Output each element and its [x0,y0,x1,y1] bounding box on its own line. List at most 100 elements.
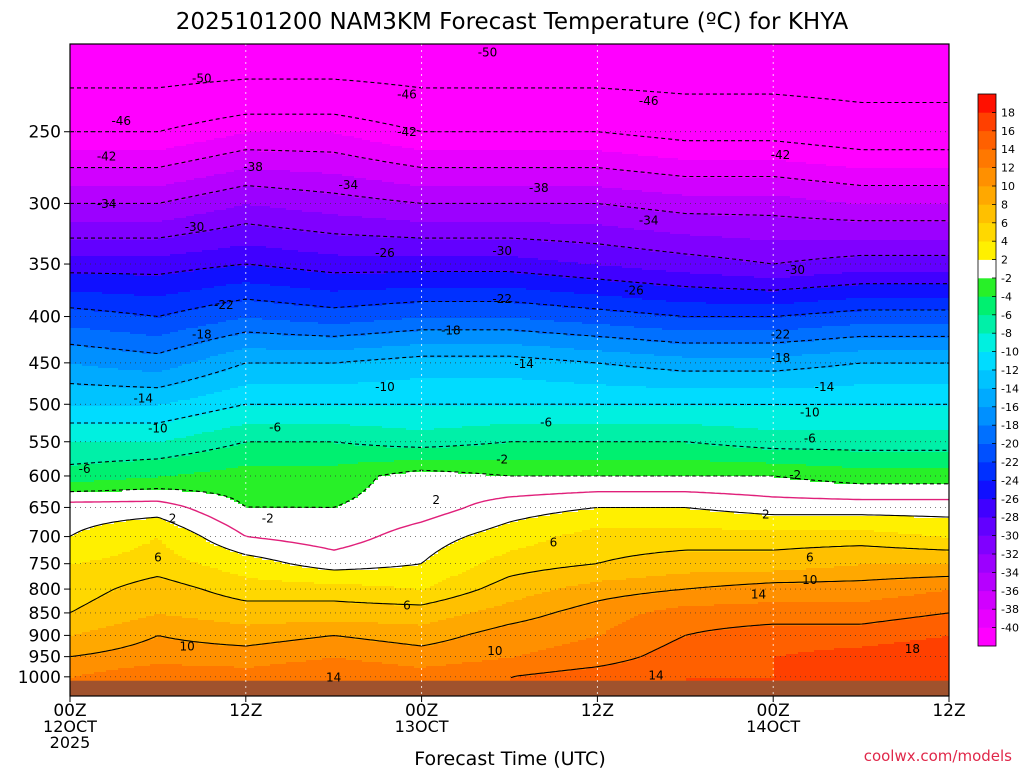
field-cell [674,44,679,161]
field-cell [746,530,751,555]
field-cell [522,318,527,335]
field-cell [378,256,383,277]
field-cell [422,288,427,305]
field-cell [94,560,99,603]
field-cell [514,304,519,321]
field-cell [146,168,151,189]
field-cell [286,406,291,427]
field-cell [302,364,307,387]
field-cell [702,632,707,681]
field-cell [162,614,167,641]
field-column [698,44,703,683]
field-cell [158,168,163,189]
field-cell [118,314,123,335]
field-column [638,44,643,683]
field-cell [226,304,231,323]
field-cell [350,44,355,139]
field-cell [130,520,135,553]
field-cell [586,476,591,513]
field-cell [214,156,219,177]
field-cell [74,292,79,313]
field-cell [330,424,335,445]
field-cell [550,204,555,227]
field-cell [654,576,659,597]
field-cell [410,378,415,409]
field-cell [370,642,375,665]
field-cell [714,178,719,199]
field-column [534,44,539,683]
field-cell [762,388,767,409]
field-cell [378,142,383,165]
field-cell [602,44,607,155]
field-cell [514,378,519,409]
field-cell [286,384,291,409]
field-cell [354,584,359,607]
field-cell [298,622,303,643]
field-cell [726,216,731,241]
field-cell [402,448,407,463]
field-cell [406,406,411,433]
field-cell [390,332,395,349]
field-cell [398,448,403,463]
field-cell [194,160,199,181]
field-cell [622,386,627,409]
field-cell [550,320,555,337]
field-cell [694,318,699,333]
field-cell [690,572,695,593]
field-cell [330,132,335,157]
field-cell [78,256,83,277]
field-cell [550,348,555,363]
field-cell [606,386,611,409]
field-cell [446,204,451,225]
field-cell [282,602,287,627]
field-cell [578,322,583,339]
field-cell [462,330,467,347]
field-cell [646,156,651,177]
field-cell [674,372,679,391]
field-cell [338,324,343,339]
field-cell [166,166,171,187]
field-cell [638,556,643,581]
field-cell [482,150,487,171]
field-cell [186,216,191,237]
field-cell [286,350,291,367]
field-cell [566,382,571,409]
field-cell [546,186,551,207]
field-cell [418,330,423,347]
field-cell [302,152,307,175]
field-cell [82,424,87,445]
field-cell [122,424,127,445]
field-cell [630,406,635,427]
field-cell [422,562,427,593]
field-cell [510,150,515,171]
field-cell [314,44,319,135]
field-cell [514,274,519,291]
field-cell [682,358,687,375]
field-cell [474,44,479,153]
field-cell [526,518,531,549]
field-cell [306,132,311,155]
field-cell [458,272,463,291]
field-cell [550,442,555,463]
field-cell [274,286,279,307]
field-cell [422,318,427,333]
field-cell [286,286,291,307]
field-cell [174,332,179,353]
field-cell [202,414,207,435]
field-cell [718,274,723,293]
field-cell [690,476,695,513]
field-cell [246,266,251,285]
field-cell [294,152,299,175]
field-cell [726,586,731,607]
field-cell [698,274,703,291]
field-cell [86,44,91,153]
field-cell [478,288,483,305]
field-cell [682,330,687,347]
field-cell [358,256,363,277]
field-cell [126,424,131,445]
field-cell [234,284,239,305]
field-cell [246,646,251,671]
field-cell [374,586,379,607]
field-cell [442,448,447,463]
field-cell [706,274,711,291]
